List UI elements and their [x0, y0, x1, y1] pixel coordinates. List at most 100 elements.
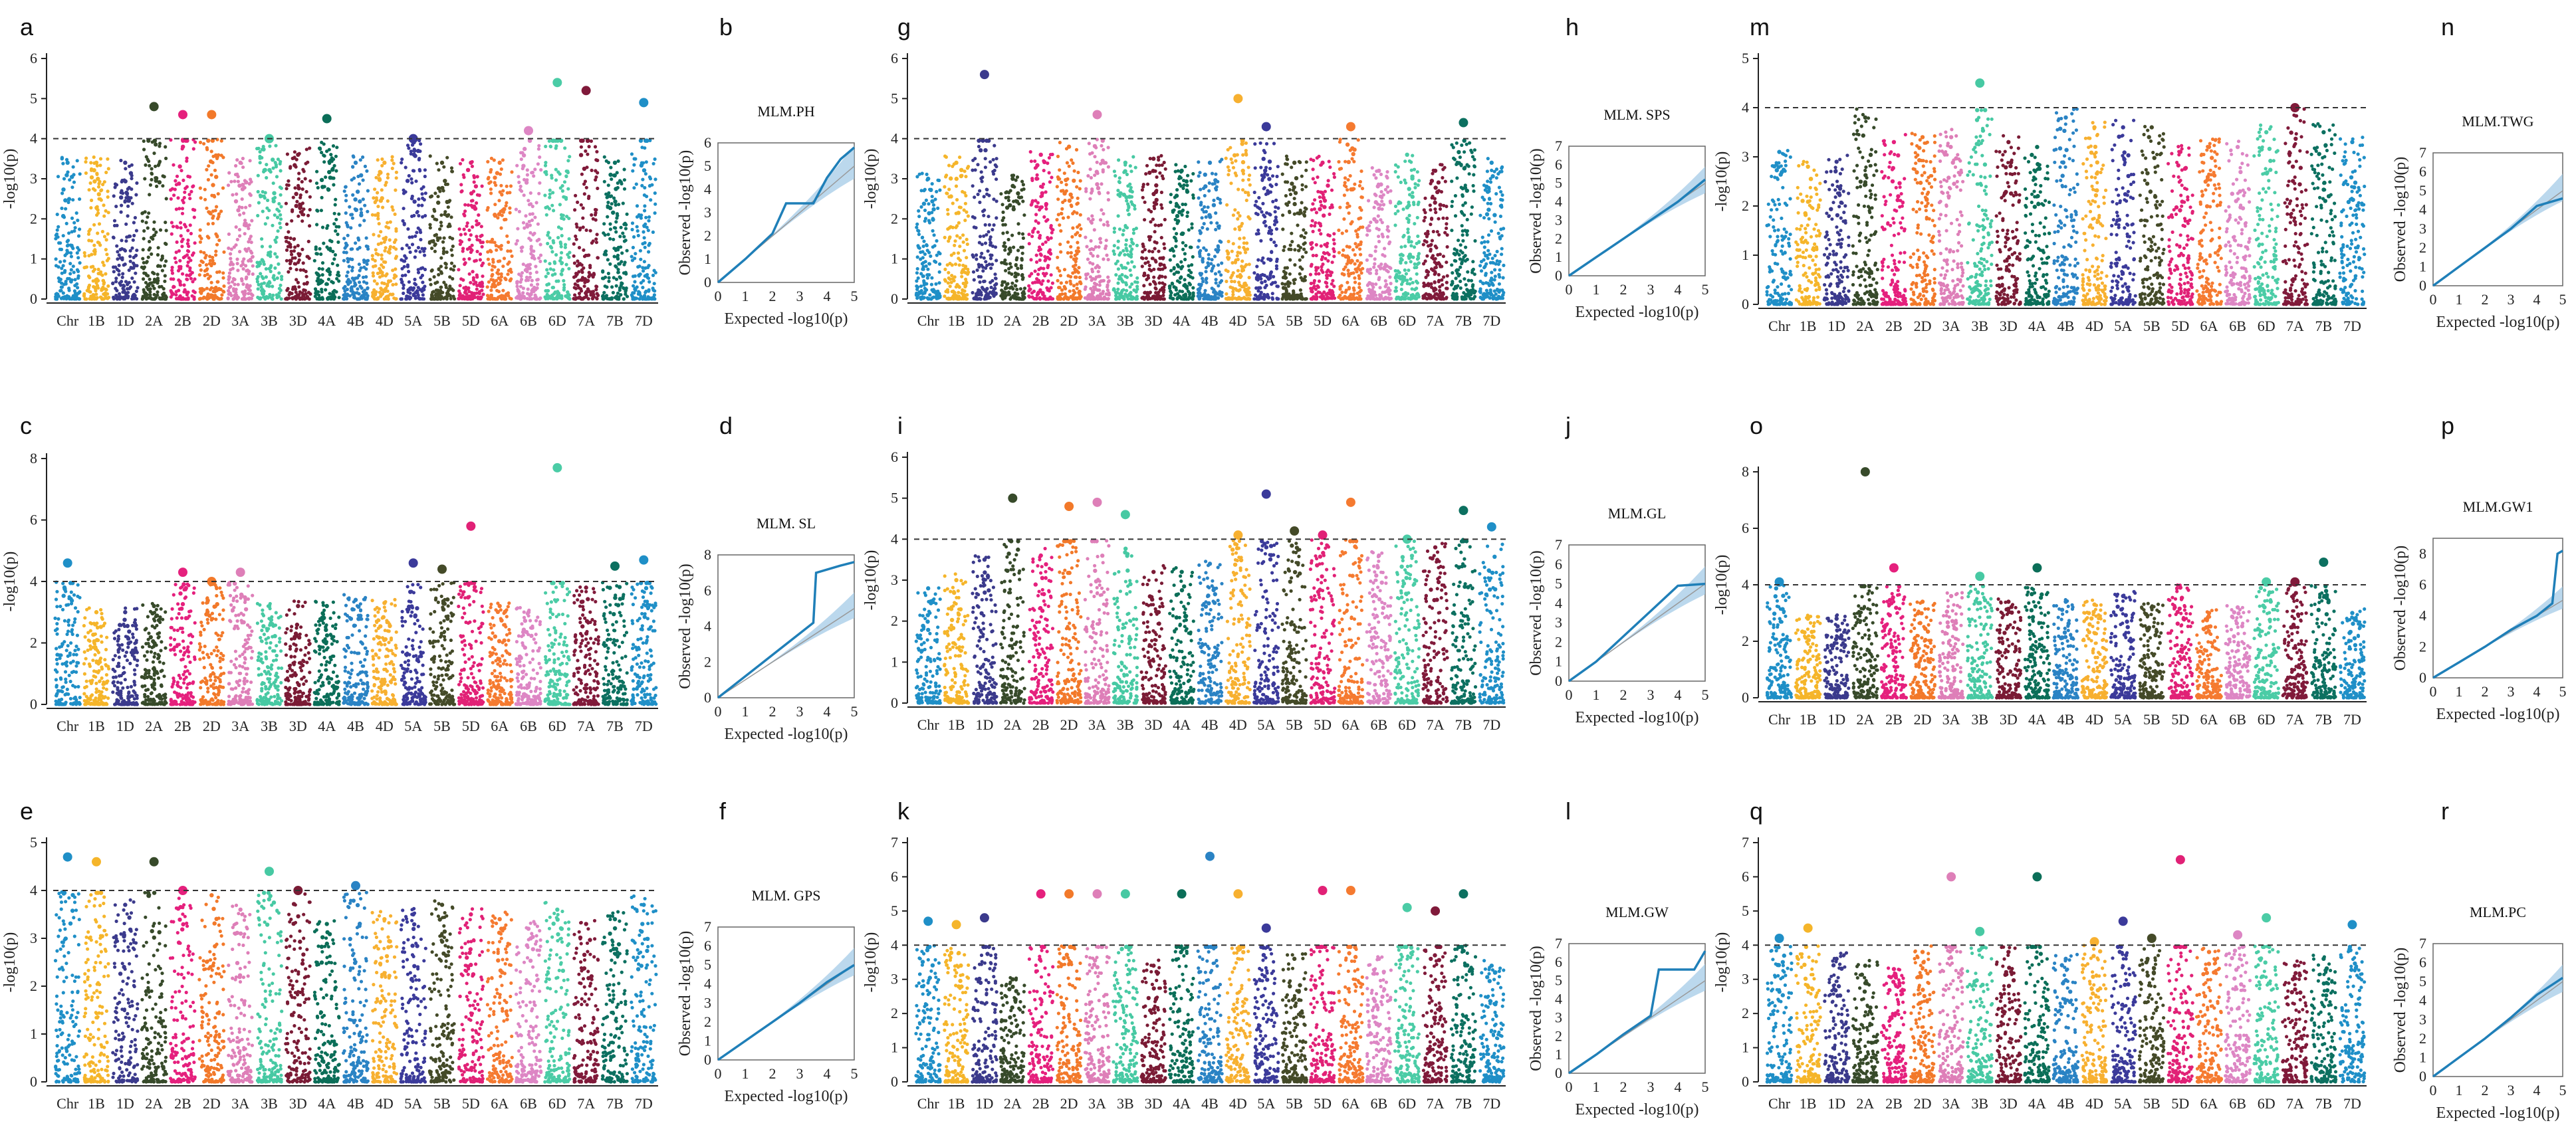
snp-point — [68, 262, 72, 266]
snp-point — [171, 225, 176, 229]
snp-point — [163, 274, 167, 278]
snp-point — [261, 612, 265, 616]
snp-point — [172, 193, 176, 197]
snp-point — [61, 291, 65, 295]
snp-point — [643, 241, 647, 245]
snp-point — [259, 694, 263, 698]
snp-point — [596, 256, 600, 260]
snp-point — [157, 180, 162, 185]
snp-point — [421, 297, 426, 301]
snp-point — [55, 228, 59, 232]
snp-point — [472, 291, 477, 296]
snp-point — [160, 640, 164, 644]
snp-point — [199, 645, 203, 649]
snp-point — [119, 681, 123, 685]
snp-point — [297, 285, 301, 289]
snp-point — [68, 272, 72, 276]
snp-point — [269, 641, 273, 645]
snp-point — [215, 280, 219, 284]
snp-point — [152, 227, 156, 231]
snp-point — [152, 280, 156, 284]
snp-point — [158, 296, 162, 301]
snp-point — [187, 672, 191, 676]
snp-point — [78, 197, 82, 201]
snp-point — [622, 187, 627, 191]
snp-point — [445, 199, 449, 205]
snp-point — [448, 284, 452, 288]
snp-point — [209, 173, 213, 177]
snp-point — [316, 279, 320, 283]
snp-point — [261, 209, 265, 213]
snp-point — [450, 169, 455, 173]
snp-point — [312, 259, 316, 262]
snp-point — [554, 279, 558, 283]
snp-point — [287, 688, 291, 692]
x-tick-label: 2A — [145, 312, 163, 329]
snp-point — [552, 241, 556, 245]
snp-point — [584, 149, 588, 153]
snp-point — [249, 193, 253, 197]
snp-point — [501, 189, 505, 193]
snp-point — [206, 292, 210, 296]
snp-point — [420, 289, 424, 293]
snp-point — [142, 260, 146, 264]
snp-point — [384, 274, 388, 278]
snp-point — [584, 253, 588, 257]
snp-point — [98, 658, 102, 662]
snp-point — [493, 175, 497, 180]
chromosome-Chr-points — [53, 558, 82, 706]
snp-point — [208, 674, 212, 678]
snp-point — [642, 236, 646, 240]
snp-point — [647, 219, 651, 223]
snp-point — [261, 608, 265, 612]
snp-point — [141, 257, 145, 260]
snp-point — [258, 150, 262, 154]
snp-point — [172, 700, 176, 704]
snp-point — [459, 277, 463, 281]
snp-point — [391, 268, 395, 272]
snp-point — [132, 680, 136, 684]
snp-point — [181, 582, 186, 587]
snp-point — [189, 231, 193, 236]
snp-point — [410, 197, 414, 201]
snp-point — [515, 163, 519, 167]
snp-point — [651, 273, 655, 277]
snp-point — [234, 700, 238, 704]
snp-point — [356, 297, 360, 301]
snp-point — [608, 227, 613, 231]
snp-point — [308, 146, 312, 150]
snp-point — [86, 274, 91, 278]
snp-point — [234, 243, 238, 247]
snp-point — [493, 213, 497, 217]
snp-point — [642, 260, 647, 264]
snp-point — [172, 637, 177, 642]
snp-point — [229, 659, 233, 663]
snp-point — [150, 297, 155, 301]
snp-point — [147, 631, 151, 635]
snp-point — [522, 294, 527, 298]
snp-point — [132, 264, 136, 268]
snp-point — [63, 198, 68, 203]
snp-point — [181, 630, 185, 634]
snp-point — [118, 623, 122, 627]
snp-point — [117, 269, 121, 273]
snp-point — [544, 274, 548, 278]
snp-point — [152, 220, 156, 224]
snp-point — [321, 645, 325, 649]
snp-point — [332, 257, 336, 261]
snp-point — [532, 249, 536, 253]
snp-point — [59, 285, 63, 289]
snp-point — [651, 230, 655, 234]
snp-point — [260, 682, 264, 686]
snp-point — [335, 696, 339, 700]
snp-point — [112, 194, 116, 198]
snp-point — [176, 602, 180, 606]
snp-point — [431, 215, 435, 219]
snp-point — [618, 276, 623, 280]
snp-point — [199, 250, 203, 254]
snp-point — [174, 293, 178, 297]
snp-point — [265, 284, 269, 288]
snp-point — [60, 685, 64, 689]
snp-point — [126, 287, 130, 291]
snp-point — [459, 189, 463, 194]
